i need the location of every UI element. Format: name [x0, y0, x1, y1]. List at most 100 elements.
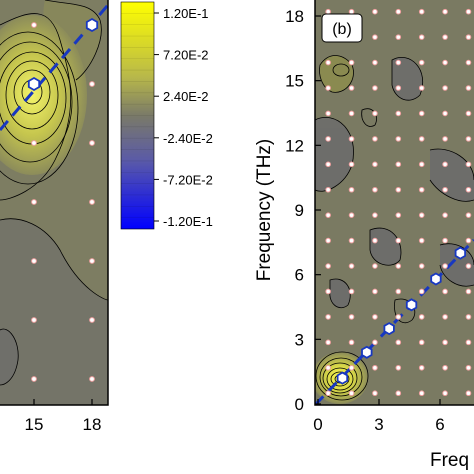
grid-dot	[465, 390, 472, 397]
grid-dot	[395, 34, 402, 40]
y-tick-label: 6	[295, 266, 304, 285]
grid-dot	[89, 140, 95, 146]
grid-dot	[418, 237, 425, 244]
grid-dot	[418, 34, 425, 40]
grid-dot	[442, 110, 448, 117]
grid-dot	[418, 161, 425, 168]
grid-dot	[348, 364, 355, 371]
grid-dot	[31, 317, 37, 323]
grid-dot	[395, 136, 402, 142]
grid-dot	[442, 288, 448, 295]
grid-dot	[372, 110, 378, 117]
grid-dot	[465, 288, 472, 295]
grid-dot	[465, 314, 472, 320]
grid-dot	[372, 339, 378, 346]
grid-dot	[89, 258, 95, 264]
colorbar: 1.20E-1 7.20E-2 2.40E-2 -2.40E-2 -7.20E-2 -1.…	[120, 1, 213, 230]
panel-b-markers	[336, 246, 466, 385]
grid-dot	[395, 364, 402, 371]
grid-dot	[372, 237, 378, 244]
grid-dot	[372, 186, 378, 193]
y-axis-title: Frequency (THz)	[254, 139, 275, 282]
grid-dot	[465, 237, 472, 244]
grid-dot	[31, 140, 37, 146]
grid-dot	[442, 237, 448, 244]
grid-dot	[372, 263, 378, 269]
panel-b-frame	[314, 0, 474, 406]
grid-dot	[465, 161, 472, 168]
panel-b-regions	[315, 57, 474, 308]
x-tick-label: 15	[25, 415, 44, 434]
panel-a-contours	[0, 0, 108, 386]
grid-dot	[325, 186, 331, 193]
grid-dot	[465, 8, 472, 15]
panel-a-x-ticks: 15 18	[25, 399, 101, 434]
grid-dot	[418, 85, 425, 91]
grid-dot	[465, 263, 472, 269]
grid-dot	[395, 59, 402, 66]
panel-b-x-ticks: 0 3 6	[313, 399, 445, 434]
panel-b-tag-text: (b)	[332, 21, 352, 38]
grid-dot	[348, 212, 355, 218]
grid-dot	[465, 34, 472, 40]
grid-dot	[465, 85, 472, 91]
panel-a	[0, 0, 108, 405]
colorbar-label: 1.20E-1	[163, 6, 209, 21]
grid-dot	[395, 339, 402, 346]
diagonal-marker	[454, 246, 466, 260]
grid-dot	[418, 212, 425, 218]
grid-dot	[395, 161, 402, 168]
grid-dot	[442, 364, 448, 371]
grid-dot	[395, 314, 402, 320]
grid-dot	[418, 390, 425, 397]
grid-dot	[348, 314, 355, 320]
grid-dot	[325, 390, 331, 397]
grid-dot	[418, 339, 425, 346]
grid-dot	[372, 161, 378, 168]
diagonal-marker	[336, 371, 349, 385]
grid-dot	[325, 263, 331, 269]
grid-dot	[31, 199, 37, 205]
panel-a-region-low	[0, 218, 108, 405]
grid-dot	[395, 237, 402, 244]
grid-dot	[395, 85, 402, 91]
grid-dot	[31, 376, 37, 382]
diagonal-marker	[361, 345, 373, 359]
grid-dot	[325, 314, 331, 320]
grid-dot	[372, 212, 378, 218]
colorbar-label: -2.40E-2	[163, 131, 213, 146]
grid-dot	[442, 136, 448, 142]
grid-dot	[442, 263, 448, 269]
grid-dot	[442, 85, 448, 91]
grid-dot	[348, 339, 355, 346]
grid-dot	[442, 339, 448, 346]
grid-dot	[348, 237, 355, 244]
grid-dot	[325, 212, 331, 218]
grid-dot	[348, 161, 355, 168]
diagonal-marker	[405, 298, 418, 312]
diagonal-marker	[430, 272, 442, 286]
grid-dot	[348, 390, 355, 397]
panel-a-markers	[27, 17, 99, 92]
x-axis-title: Freq	[430, 450, 469, 471]
grid-dot	[442, 8, 448, 15]
grid-dot	[325, 85, 331, 91]
grid-dot	[372, 8, 378, 15]
x-tick-label: 6	[435, 415, 444, 434]
y-tick-label: 15	[285, 72, 304, 91]
grid-dot	[31, 22, 37, 28]
grid-dot	[395, 212, 402, 218]
grid-dot	[442, 59, 448, 66]
grid-dot	[465, 364, 472, 371]
grid-dot	[325, 136, 331, 142]
grid-dot	[372, 390, 378, 397]
grid-dot	[372, 314, 378, 320]
x-tick-label: 3	[374, 415, 383, 434]
grid-dot	[348, 288, 355, 295]
grid-dot	[418, 8, 425, 15]
grid-dot	[325, 161, 331, 168]
y-tick-label: 18	[285, 7, 304, 26]
y-tick-label: 3	[295, 330, 304, 349]
grid-dot	[348, 263, 355, 269]
